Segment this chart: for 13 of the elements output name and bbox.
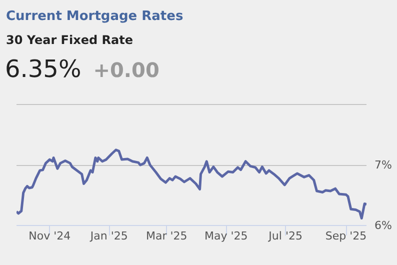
x-tick-label: May '25 — [204, 230, 248, 242]
text: 6.35% — [5, 55, 82, 83]
y-tick-label: 7% — [374, 158, 392, 172]
x-tick-label: Jan '25 — [89, 230, 128, 242]
chart-title: Current Mortgage Rates — [5, 8, 184, 26]
x-tick-label: Sep '25 — [325, 230, 367, 242]
y-tick-label: 6% — [374, 219, 392, 232]
x-tick-label: Nov '24 — [28, 230, 71, 242]
x-tick-label: Jul '25 — [268, 230, 302, 242]
text: +0.00 — [93, 58, 160, 82]
line-series — [16, 148, 366, 220]
x-tick-label: Mar '25 — [146, 230, 188, 242]
chart-subtitle: 30 Year Fixed Rate — [5, 32, 133, 49]
